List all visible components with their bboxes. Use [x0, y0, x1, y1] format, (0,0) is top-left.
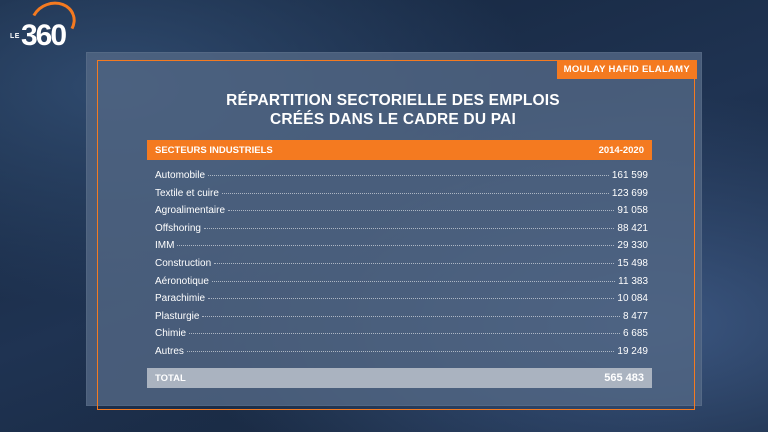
header-period-label: 2014-2020: [598, 144, 644, 156]
sector-name: Automobile: [155, 170, 206, 181]
jobs-value: 11 383: [618, 275, 648, 287]
table-row: IMM 29 330: [155, 240, 648, 258]
dot-leader: [228, 210, 615, 212]
jobs-value: 10 084: [617, 293, 648, 305]
total-row: TOTAL 565 483: [147, 368, 652, 388]
dot-leader: [211, 280, 616, 282]
jobs-value: 29 330: [617, 240, 648, 252]
sector-name: IMM: [155, 240, 175, 252]
jobs-value: 6 685: [622, 328, 648, 340]
header-sectors-label: SECTEURS INDUSTRIELS: [155, 144, 273, 156]
brand-logo: LE 360: [10, 16, 67, 56]
sector-name: Agroalimentaire: [155, 205, 226, 217]
infographic-panel: [86, 52, 702, 406]
table-row: Parachimie 10 084: [155, 293, 648, 311]
sector-name: Autres: [155, 345, 184, 357]
jobs-value: 15 498: [617, 257, 648, 269]
dot-leader: [203, 227, 615, 229]
table-row: Construction 15 498: [155, 258, 648, 276]
jobs-value: 161 599: [611, 170, 648, 181]
jobs-value: 91 058: [617, 205, 648, 217]
orange-frame: [97, 60, 695, 410]
logo-prefix: LE: [10, 32, 20, 40]
sector-list: Automobile 161 599 Textile et cuire 123 …: [155, 170, 648, 364]
table-row: Textile et cuire 123 699: [155, 188, 648, 206]
dot-leader: [221, 192, 609, 194]
table-row: Aéronotique 11 383: [155, 276, 648, 294]
dot-leader: [186, 350, 615, 352]
total-label: TOTAL: [155, 372, 186, 384]
sector-name: Offshoring: [155, 222, 201, 234]
dot-leader: [177, 245, 615, 247]
table-row: Chimie 6 685: [155, 328, 648, 346]
speaker-name-tag: MOULAY HAFID ELALAMY: [556, 60, 697, 79]
sector-name: Textile et cuire: [155, 187, 219, 199]
dot-leader: [214, 262, 615, 264]
logo-number: 360: [20, 19, 67, 52]
jobs-value: 88 421: [617, 222, 648, 234]
jobs-value: 123 699: [611, 187, 648, 199]
dot-leader: [208, 298, 615, 300]
sector-name: Chimie: [155, 328, 187, 340]
title-line-2: CRÉÉS DANS LE CADRE DU PAI: [269, 111, 517, 128]
sector-name: Aéronotique: [155, 275, 209, 287]
jobs-value: 19 249: [617, 345, 648, 357]
table-header: SECTEURS INDUSTRIELS 2014-2020: [147, 140, 652, 160]
table-row: Plasturgie 8 477: [155, 311, 648, 329]
table-row: Offshoring 88 421: [155, 223, 648, 241]
sector-name: Plasturgie: [155, 310, 200, 322]
title-line-1: RÉPARTITION SECTORIELLE DES EMPLOIS: [226, 92, 560, 109]
table-row: Agroalimentaire 91 058: [155, 205, 648, 223]
sector-name: Parachimie: [155, 293, 206, 305]
jobs-value: 8 477: [622, 310, 648, 322]
dot-leader: [208, 175, 609, 176]
dot-leader: [202, 315, 620, 317]
total-value: 565 483: [604, 372, 644, 384]
sector-name: Construction: [155, 257, 212, 269]
infographic-title: RÉPARTITION SECTORIELLE DES EMPLOIS CRÉÉ…: [86, 91, 700, 129]
dot-leader: [189, 333, 620, 335]
table-row: Autres 19 249: [155, 346, 648, 364]
table-row: Automobile 161 599: [155, 170, 648, 188]
